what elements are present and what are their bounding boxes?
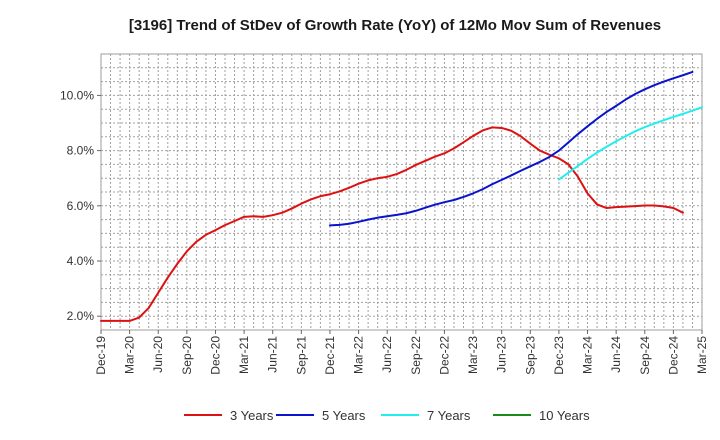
x-tick-label: Jun-23 <box>495 336 509 373</box>
x-tick-label: Mar-25 <box>695 336 709 374</box>
x-tick-label: Mar-20 <box>123 336 137 374</box>
series-lines <box>100 70 703 322</box>
series-line-7-years <box>557 106 703 181</box>
x-tick-label: Jun-24 <box>609 336 623 373</box>
y-tick-label: 4.0% <box>67 254 95 268</box>
x-tick-label: Sep-23 <box>523 336 537 375</box>
legend: 3 Years 5 Years 7 Years 10 Years <box>184 408 590 423</box>
y-tick-label: 2.0% <box>67 309 95 323</box>
y-tick-label: 8.0% <box>67 144 95 158</box>
x-tick-label: Dec-21 <box>323 336 337 375</box>
y-tick-label: 6.0% <box>67 199 95 213</box>
legend-label: 5 Years <box>322 408 366 423</box>
x-tick-label: Jun-21 <box>266 336 280 373</box>
x-tick-label: Sep-21 <box>294 336 308 375</box>
chart-title: [3196] Trend of StDev of Growth Rate (Yo… <box>129 17 661 34</box>
x-tick-label: Mar-23 <box>466 336 480 374</box>
x-tick-label: Mar-22 <box>352 336 366 374</box>
y-axis-ticks: 2.0% 4.0% 6.0% 8.0% 10.0% <box>60 88 101 323</box>
x-axis-ticks: Dec-19 Mar-20 Jun-20 Sep-20 Dec-20 Mar-21 Jun-… <box>94 330 709 375</box>
legend-label: 10 Years <box>539 408 590 423</box>
series-line-3-years <box>100 126 684 322</box>
x-tick-label: Sep-22 <box>409 336 423 375</box>
x-tick-label: Mar-21 <box>237 336 251 374</box>
series-line-5-years <box>328 70 694 227</box>
x-tick-label: Mar-24 <box>581 336 595 374</box>
legend-label: 3 Years <box>230 408 274 423</box>
grid-lines <box>100 53 703 331</box>
x-tick-label: Sep-24 <box>638 336 652 375</box>
x-tick-label: Dec-22 <box>437 336 451 375</box>
x-tick-label: Dec-20 <box>208 336 222 375</box>
x-tick-label: Dec-23 <box>552 336 566 375</box>
x-tick-label: Dec-19 <box>94 336 108 375</box>
x-tick-label: Dec-24 <box>666 336 680 375</box>
y-tick-label: 10.0% <box>60 88 94 102</box>
legend-label: 7 Years <box>427 408 471 423</box>
x-tick-label: Jun-20 <box>151 336 165 373</box>
x-tick-label: Sep-20 <box>180 336 194 375</box>
x-tick-label: Jun-22 <box>380 336 394 373</box>
